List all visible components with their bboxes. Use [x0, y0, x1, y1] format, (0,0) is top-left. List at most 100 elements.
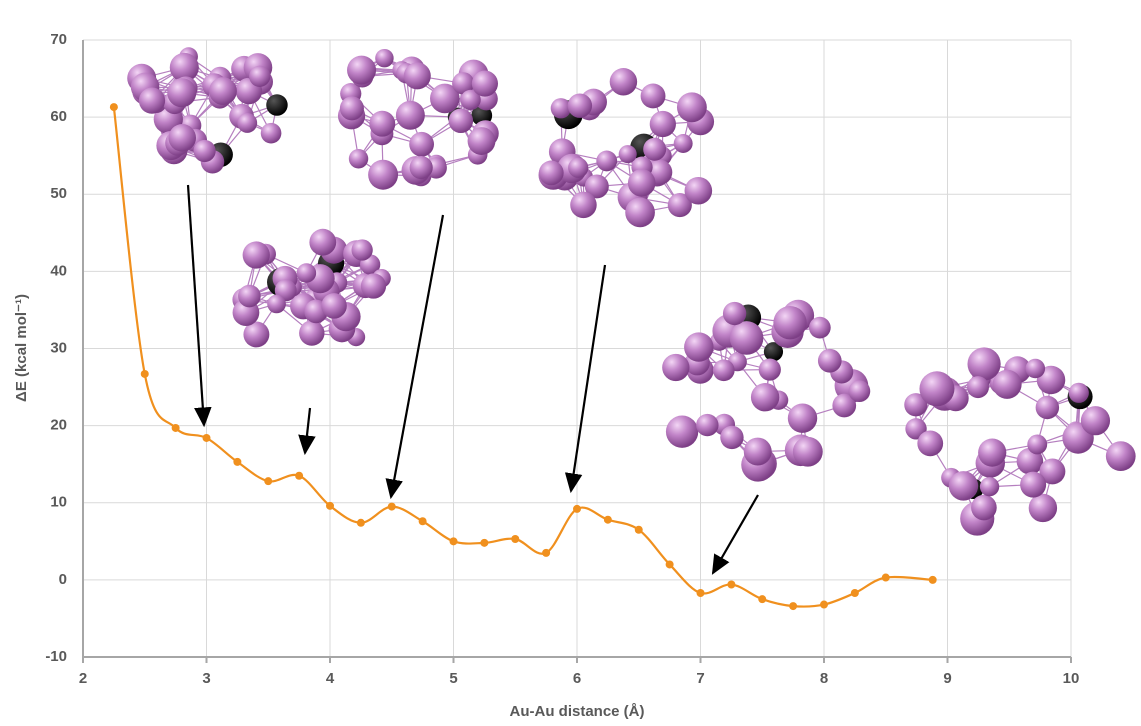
atom: [568, 158, 588, 178]
atom: [167, 78, 196, 107]
data-point: [666, 560, 674, 568]
atom: [641, 84, 666, 109]
atom: [349, 149, 368, 168]
data-point: [789, 602, 797, 610]
data-point: [450, 537, 458, 545]
data-point: [604, 516, 612, 524]
x-tick-label: 7: [696, 670, 704, 687]
atom: [468, 127, 496, 155]
atom: [967, 376, 989, 398]
cluster: [127, 47, 287, 173]
cluster: [232, 229, 390, 348]
atom: [396, 101, 425, 130]
atom: [788, 404, 817, 433]
atom: [568, 93, 592, 117]
arrow: [391, 215, 443, 497]
atom: [650, 111, 676, 137]
x-tick-label: 6: [573, 670, 581, 687]
atom: [410, 156, 433, 179]
atom: [309, 229, 336, 256]
atom: [297, 263, 317, 283]
data-point: [110, 103, 118, 111]
data-point: [573, 505, 581, 513]
y-tick-label: 50: [50, 185, 67, 202]
atom: [409, 132, 434, 157]
atom: [266, 94, 287, 115]
data-point: [542, 549, 550, 557]
y-tick-label: 70: [50, 31, 67, 48]
x-tick-label: 5: [449, 670, 457, 687]
data-point: [233, 458, 241, 466]
atom: [643, 138, 666, 161]
data-point: [697, 589, 705, 597]
y-tick-label: 40: [50, 262, 67, 279]
atom: [1081, 406, 1110, 435]
atom: [369, 111, 395, 137]
atom: [193, 140, 215, 162]
atom: [361, 273, 386, 298]
atom: [677, 92, 707, 122]
y-tick-label: 30: [50, 339, 67, 356]
atom: [570, 192, 597, 219]
data-point: [326, 502, 334, 510]
data-point: [480, 539, 488, 547]
atom: [696, 414, 718, 436]
atom: [949, 471, 978, 500]
atom: [1020, 472, 1046, 498]
atom: [1026, 359, 1046, 379]
arrow: [305, 408, 310, 453]
data-point: [419, 517, 427, 525]
cluster-images: [127, 47, 1135, 535]
atom: [1069, 383, 1089, 403]
series-line: [114, 107, 933, 606]
atom: [967, 347, 1000, 380]
atom: [619, 145, 637, 163]
atom: [720, 426, 743, 449]
arrow: [713, 495, 758, 573]
data-point: [295, 472, 303, 480]
data-point: [203, 434, 211, 442]
atom: [971, 495, 997, 521]
x-tick-label: 9: [943, 670, 951, 687]
atom: [404, 62, 431, 89]
y-axis-label: ΔE (kcal mol⁻¹): [13, 294, 30, 402]
y-tick-label: 0: [59, 571, 67, 588]
x-tick-label: 4: [326, 670, 335, 687]
arrow: [571, 265, 605, 491]
atom: [684, 332, 713, 361]
atom: [793, 437, 823, 467]
atom: [368, 160, 398, 190]
atom: [261, 123, 282, 144]
data-point: [882, 574, 890, 582]
atom: [299, 320, 324, 345]
atom: [1029, 494, 1057, 522]
atom: [713, 359, 735, 381]
atom: [628, 169, 656, 197]
atom: [472, 71, 498, 97]
atom: [1036, 396, 1059, 419]
atom: [919, 371, 954, 406]
cluster: [338, 49, 499, 190]
y-tick-label: -10: [45, 648, 67, 665]
atom: [321, 293, 347, 319]
atom: [539, 161, 564, 186]
data-point: [929, 576, 937, 584]
atom: [625, 198, 655, 228]
grid: [83, 40, 1071, 657]
atom: [351, 239, 372, 260]
atom: [1027, 435, 1047, 455]
atom: [340, 96, 364, 120]
atom: [751, 383, 779, 411]
atom: [730, 321, 764, 355]
atom: [809, 317, 831, 339]
atom: [759, 358, 781, 380]
atom: [449, 109, 474, 134]
data-point: [851, 589, 859, 597]
atom: [773, 306, 806, 339]
atom: [818, 349, 842, 373]
atom: [168, 124, 196, 152]
x-axis-label: Au-Au distance (Å): [510, 703, 645, 720]
atom: [1106, 441, 1136, 471]
atom: [267, 295, 286, 314]
arrow: [188, 185, 204, 425]
